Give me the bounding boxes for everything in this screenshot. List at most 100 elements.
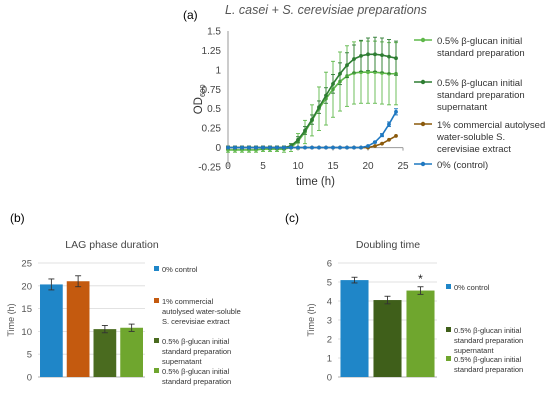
x-tick-label: 15 <box>327 161 339 172</box>
series-3 <box>226 108 398 150</box>
y-tick-label: 20 <box>21 281 32 292</box>
y-axis-label: Time (h) <box>6 303 16 336</box>
data-point <box>359 145 363 150</box>
data-point <box>394 109 398 114</box>
bar <box>40 284 63 377</box>
data-point <box>387 137 391 142</box>
legend-label: supernatant <box>162 357 203 366</box>
data-point <box>394 134 398 138</box>
y-tick-label: 15 <box>21 304 32 315</box>
data-point <box>275 145 279 150</box>
legend-item-3: 0% (control) <box>414 160 488 171</box>
legend-label: supernatant <box>454 346 495 355</box>
legend-swatch <box>154 338 159 343</box>
y-tick-label: 0 <box>215 143 221 154</box>
legend-swatch <box>154 266 159 271</box>
legend-label: 1% commercial autolysed <box>437 120 545 131</box>
legend-label: standard preparation <box>437 48 525 59</box>
y-tick-label: 0.25 <box>202 124 222 135</box>
legend-swatch <box>446 327 451 332</box>
data-point <box>387 122 391 127</box>
legend-label: 1% commercial <box>162 297 214 306</box>
bar <box>340 280 369 377</box>
data-point <box>324 93 328 98</box>
y-tick-label: 3 <box>327 316 332 327</box>
bar <box>66 281 90 377</box>
x-tick-label: 20 <box>362 161 374 172</box>
legend-item-0: 0% control <box>154 265 198 274</box>
data-point <box>366 144 370 148</box>
data-point <box>387 54 391 59</box>
chart-title: Doubling time <box>356 239 420 251</box>
y-tick-label: 10 <box>21 327 32 338</box>
y-tick-label: 25 <box>21 259 32 270</box>
legend-label: 0% control <box>454 283 490 292</box>
y-tick-label: 6 <box>327 259 332 270</box>
y-tick-label: 0.5 <box>207 104 221 115</box>
y-axis-label-subscript: 600 <box>198 85 207 98</box>
legend-label: cerevisiae extract <box>437 144 511 155</box>
y-tick-label: 1 <box>215 65 221 76</box>
data-point <box>366 52 370 57</box>
y-axis-label: OD600 <box>193 85 207 115</box>
data-point <box>226 145 230 150</box>
legend-label: standard preparation <box>454 336 523 345</box>
data-point <box>282 145 286 150</box>
legend-swatch <box>154 368 159 373</box>
data-point <box>324 145 328 150</box>
legend-swatch-marker <box>420 121 426 127</box>
chart-title: LAG phase duration <box>65 239 159 251</box>
lag-phase-chart: LAG phase duration 0 5 10 15 20 25 Time (h) 0% c… <box>6 239 241 386</box>
y-axis-label-main: OD <box>193 97 205 114</box>
bar <box>120 327 143 377</box>
legend-swatch <box>154 298 159 303</box>
data-point <box>380 53 384 57</box>
data-point <box>331 81 335 86</box>
legend-swatch <box>446 284 451 289</box>
legend-swatch-marker <box>420 79 426 85</box>
y-tick-label: 1.25 <box>202 46 222 57</box>
y-tick-label: 0 <box>27 373 32 384</box>
series-0 <box>226 40 398 153</box>
y-tick-label: -0.25 <box>198 163 221 174</box>
bar <box>373 300 402 377</box>
bar <box>93 329 117 377</box>
data-point <box>380 141 384 146</box>
y-tick-label: 5 <box>327 278 332 289</box>
legend-swatch-marker <box>420 161 426 167</box>
data-point <box>261 145 265 150</box>
data-point <box>254 145 258 150</box>
legend-item-0: 0% control <box>446 283 490 292</box>
legend-label: 0.5% β-glucan initial <box>454 355 522 364</box>
panel-label-c: (c) <box>285 211 299 225</box>
legend-label: standard preparation <box>437 90 525 101</box>
growth-curve-chart: L. casei + S. cerevisiae preparations -0.… <box>193 3 545 188</box>
y-axis-label: Time (h) <box>306 303 316 336</box>
data-point <box>247 145 251 150</box>
data-point <box>338 145 342 150</box>
data-point <box>317 145 321 150</box>
y-tick-label: 5 <box>27 350 32 361</box>
legend-label: 0.5% β-glucan initial <box>162 367 230 376</box>
legend-label: 0.5% β-glucan initial <box>162 337 230 346</box>
y-tick-label: 0 <box>327 373 332 384</box>
data-point <box>310 145 314 150</box>
legend-label: autolysed water-soluble <box>162 307 241 316</box>
legend-label: standard preparation <box>162 347 231 356</box>
legend-label: 0.5% β-glucan initial <box>454 326 522 335</box>
x-tick-label: 10 <box>292 161 304 172</box>
data-point <box>296 137 300 142</box>
data-point <box>394 56 398 61</box>
data-point <box>268 145 272 150</box>
data-point <box>373 52 377 57</box>
panel-label-b: (b) <box>10 211 25 225</box>
data-point <box>233 145 237 150</box>
data-point <box>310 117 314 122</box>
